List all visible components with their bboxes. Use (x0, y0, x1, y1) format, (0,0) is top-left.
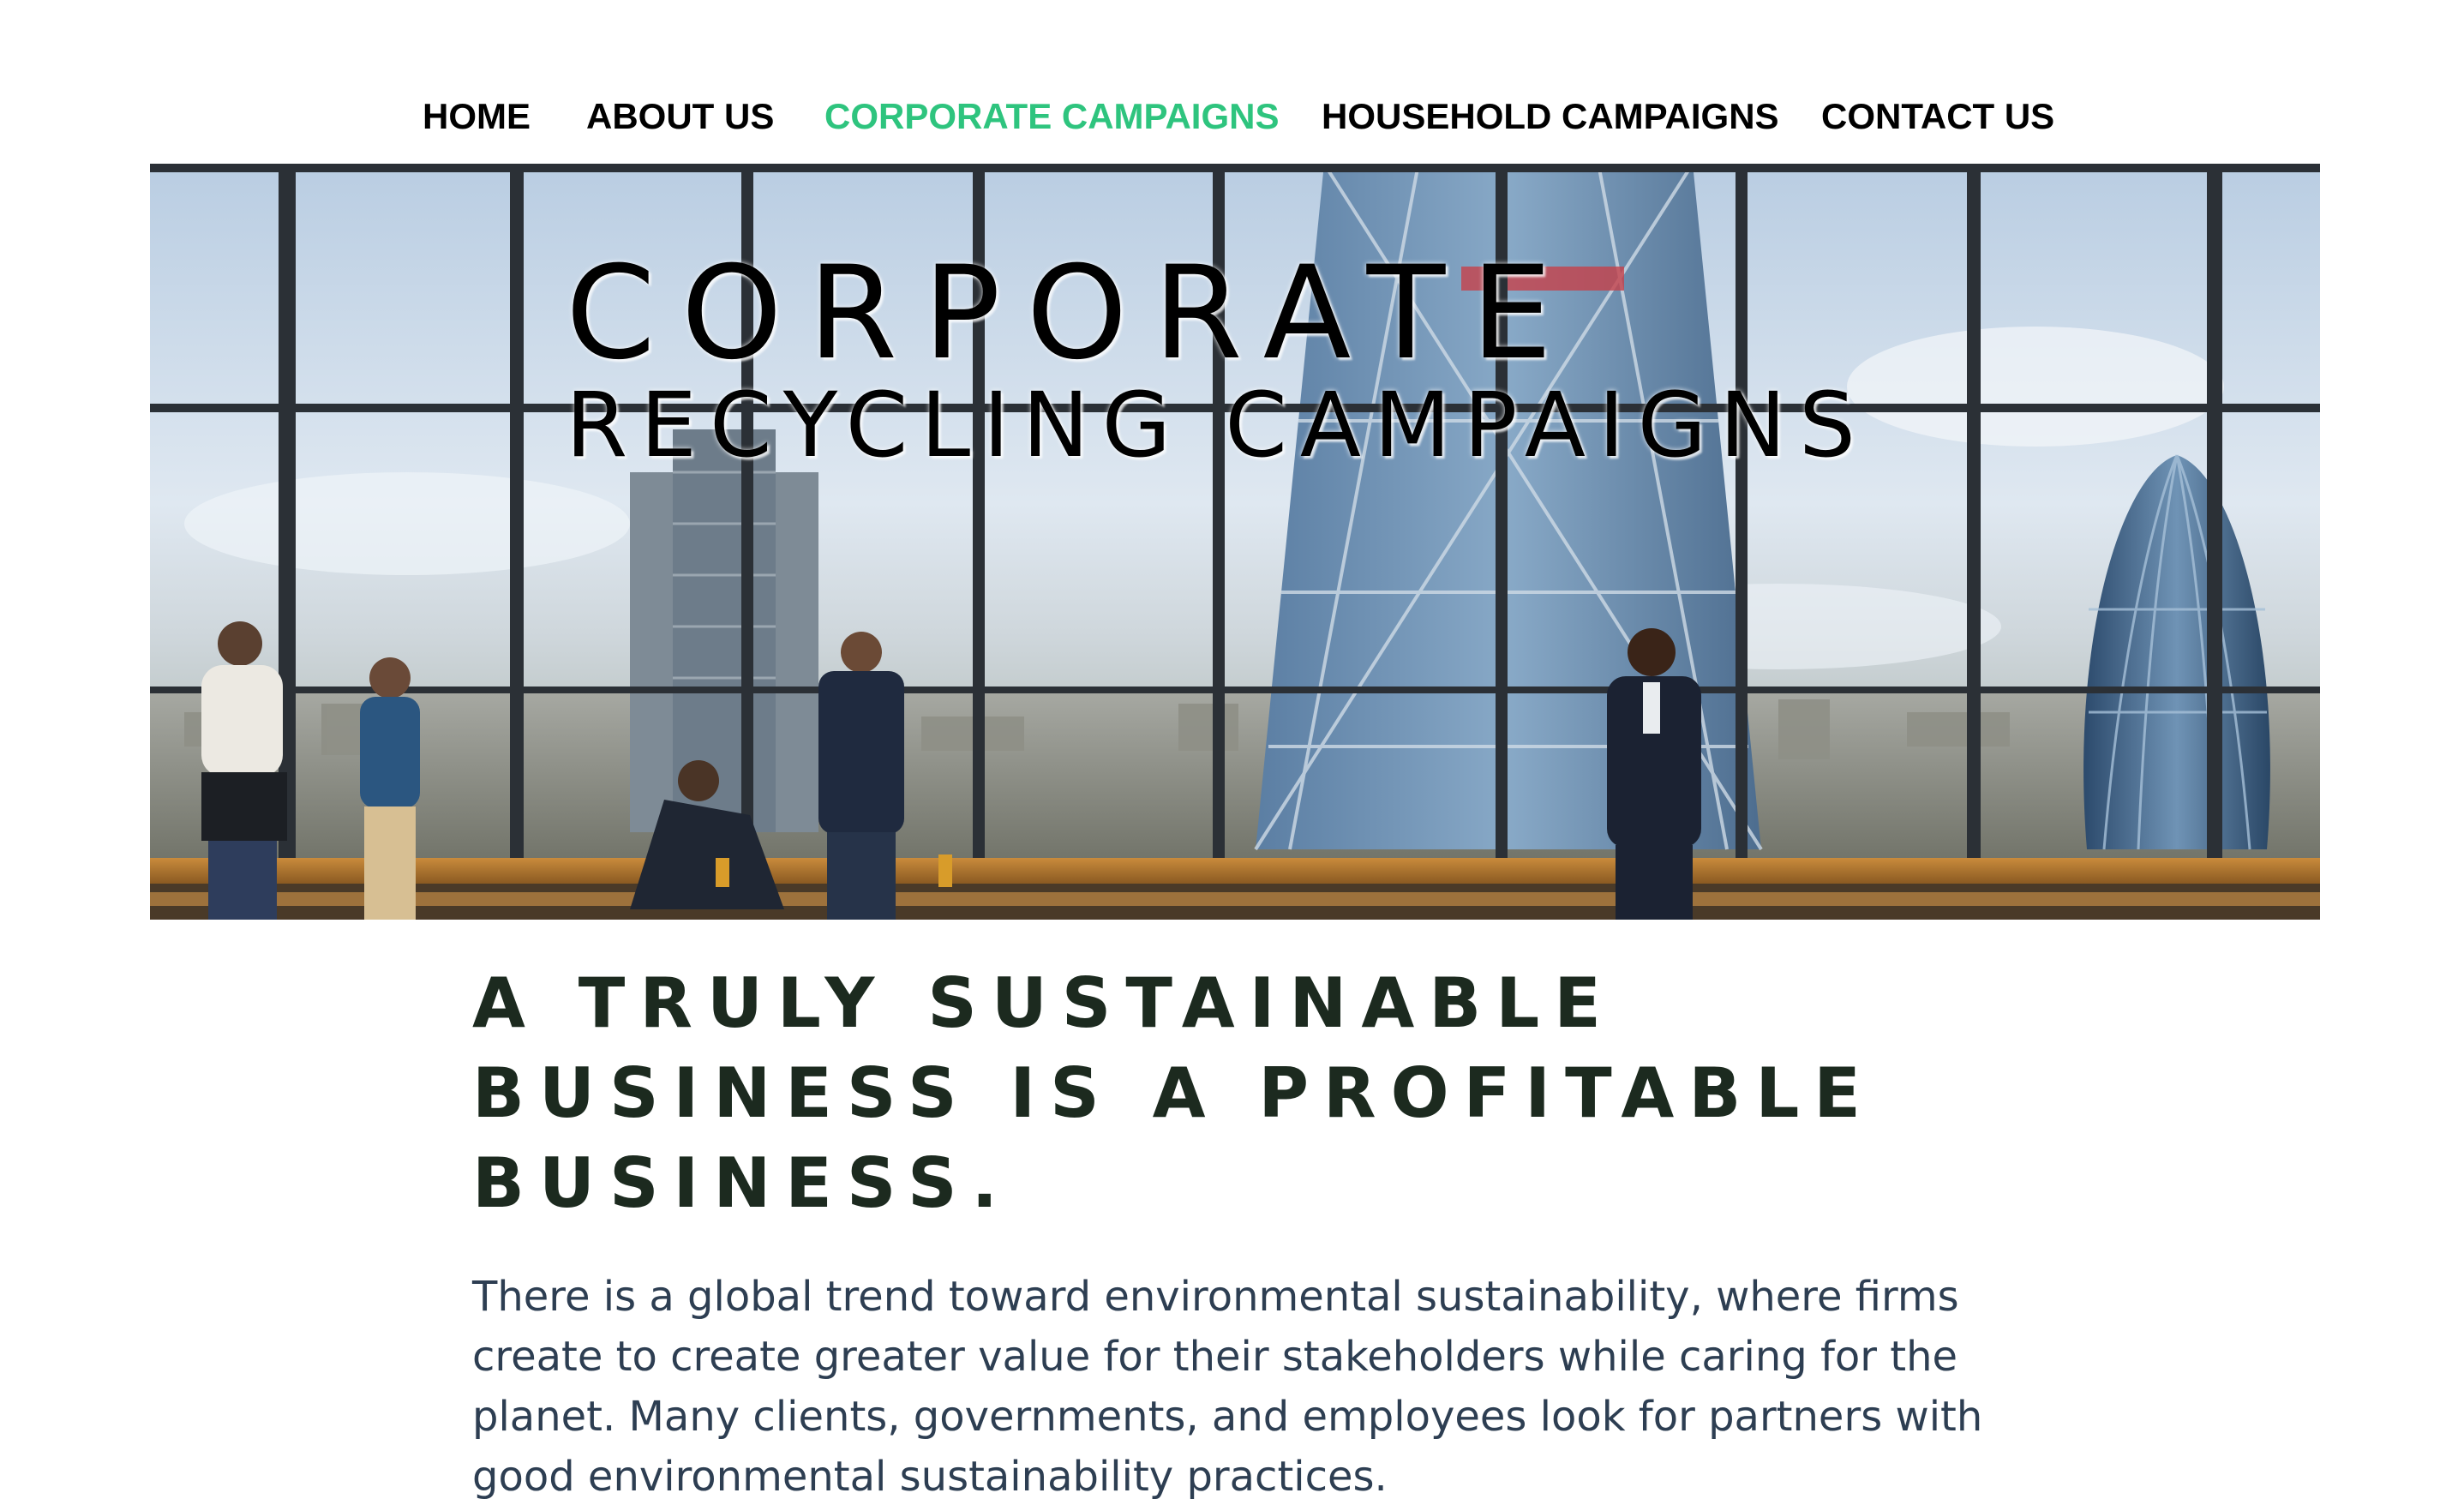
nav-home[interactable]: HOME (423, 96, 531, 136)
hero-banner: CORPORATE RECYCLING CAMPAIGNS (150, 164, 2320, 920)
hero-title-line-1: CORPORATE (566, 239, 1579, 388)
nav-household-campaigns[interactable]: HOUSEHOLD CAMPAIGNS (1322, 96, 1779, 136)
headline-line-2: BUSINESS IS A PROFITABLE (472, 1053, 1875, 1133)
hero-title-line-2: RECYCLING CAMPAIGNS (566, 373, 1869, 477)
paragraph-line-1: There is a global trend toward environme… (472, 1273, 1959, 1321)
nav-corporate-campaigns[interactable]: CORPORATE CAMPAIGNS (824, 96, 1280, 136)
paragraph-line-3: planet. Many clients, governments, and e… (472, 1393, 1983, 1441)
paragraph-line-4: good environmental sustainability practi… (472, 1453, 1388, 1501)
nav-about-us[interactable]: ABOUT US (586, 96, 775, 136)
paragraph-line-2: create to create greater value for their… (472, 1333, 1958, 1381)
hero-image (150, 164, 2320, 920)
nav-contact-us[interactable]: CONTACT US (1821, 96, 2055, 136)
headline-line-1: A TRULY SUSTAINABLE (472, 963, 1616, 1043)
headline-line-3: BUSINESS. (472, 1143, 1012, 1223)
page-headline: A TRULY SUSTAINABLE BUSINESS IS A PROFIT… (472, 958, 2101, 1228)
intro-paragraph: There is a global trend toward environme… (472, 1267, 1983, 1505)
main-navigation: HOME ABOUT US CORPORATE CAMPAIGNS HOUSEH… (0, 82, 2464, 151)
